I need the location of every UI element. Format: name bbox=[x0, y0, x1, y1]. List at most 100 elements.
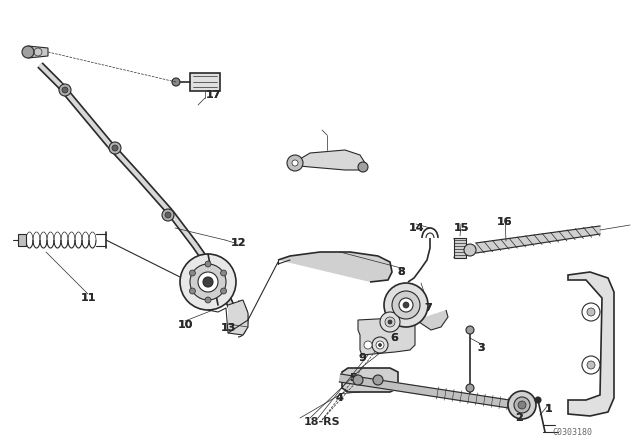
Circle shape bbox=[372, 337, 388, 353]
Polygon shape bbox=[38, 63, 62, 87]
Text: 15: 15 bbox=[453, 223, 468, 233]
Circle shape bbox=[205, 261, 211, 267]
Polygon shape bbox=[339, 374, 536, 412]
Circle shape bbox=[358, 162, 368, 172]
Polygon shape bbox=[454, 238, 466, 258]
Text: 7: 7 bbox=[424, 303, 432, 313]
Text: 4: 4 bbox=[335, 393, 343, 403]
Polygon shape bbox=[28, 46, 48, 58]
Polygon shape bbox=[83, 113, 112, 147]
Polygon shape bbox=[193, 243, 220, 280]
Text: 10: 10 bbox=[177, 320, 193, 330]
Circle shape bbox=[205, 297, 211, 303]
Text: 5: 5 bbox=[349, 373, 357, 383]
Text: 17: 17 bbox=[205, 90, 221, 100]
Polygon shape bbox=[416, 310, 448, 330]
Circle shape bbox=[189, 288, 195, 294]
Text: 15: 15 bbox=[453, 223, 468, 233]
Text: 10: 10 bbox=[177, 320, 193, 330]
Circle shape bbox=[109, 142, 121, 154]
Circle shape bbox=[376, 341, 384, 349]
Circle shape bbox=[221, 288, 227, 294]
Circle shape bbox=[221, 270, 227, 276]
Circle shape bbox=[535, 397, 541, 403]
Circle shape bbox=[190, 264, 226, 300]
Circle shape bbox=[198, 272, 218, 292]
Text: 1: 1 bbox=[545, 404, 553, 414]
Text: 13: 13 bbox=[220, 323, 236, 333]
Polygon shape bbox=[58, 83, 87, 117]
Circle shape bbox=[388, 320, 392, 324]
Circle shape bbox=[403, 302, 409, 308]
Text: 2: 2 bbox=[515, 413, 523, 423]
Polygon shape bbox=[290, 150, 365, 170]
Text: 6: 6 bbox=[390, 333, 398, 343]
Circle shape bbox=[385, 317, 395, 327]
Circle shape bbox=[514, 397, 530, 413]
Polygon shape bbox=[358, 318, 415, 355]
Text: 8: 8 bbox=[397, 267, 405, 277]
Circle shape bbox=[378, 344, 381, 346]
Text: 18-RS: 18-RS bbox=[304, 417, 340, 427]
Text: 8: 8 bbox=[397, 267, 405, 277]
Circle shape bbox=[189, 270, 195, 276]
Circle shape bbox=[203, 277, 213, 287]
Text: 16: 16 bbox=[497, 217, 513, 227]
Circle shape bbox=[165, 212, 171, 218]
Circle shape bbox=[464, 244, 476, 256]
Text: 5: 5 bbox=[349, 373, 357, 383]
Circle shape bbox=[112, 145, 118, 151]
Circle shape bbox=[384, 283, 428, 327]
Circle shape bbox=[399, 298, 413, 312]
Polygon shape bbox=[228, 300, 248, 335]
Circle shape bbox=[292, 160, 298, 166]
Circle shape bbox=[180, 254, 236, 310]
Text: 14: 14 bbox=[408, 223, 424, 233]
Circle shape bbox=[508, 391, 536, 419]
Circle shape bbox=[582, 303, 600, 321]
Text: 1: 1 bbox=[545, 404, 553, 414]
Polygon shape bbox=[342, 368, 398, 392]
Text: 11: 11 bbox=[80, 293, 96, 303]
Polygon shape bbox=[278, 252, 392, 282]
Text: 3: 3 bbox=[477, 343, 485, 353]
Circle shape bbox=[172, 78, 180, 86]
Polygon shape bbox=[476, 226, 600, 253]
Circle shape bbox=[392, 291, 420, 319]
Polygon shape bbox=[568, 272, 614, 416]
Circle shape bbox=[466, 326, 474, 334]
Text: C0303180: C0303180 bbox=[552, 427, 592, 436]
Text: 9: 9 bbox=[358, 353, 366, 363]
Text: 12: 12 bbox=[230, 238, 246, 248]
Circle shape bbox=[373, 375, 383, 385]
Polygon shape bbox=[215, 277, 235, 309]
Circle shape bbox=[587, 308, 595, 316]
Polygon shape bbox=[190, 73, 220, 91]
Text: 6: 6 bbox=[390, 333, 398, 343]
Circle shape bbox=[353, 375, 363, 385]
Circle shape bbox=[162, 209, 174, 221]
Text: 13: 13 bbox=[220, 323, 236, 333]
Circle shape bbox=[466, 384, 474, 392]
Circle shape bbox=[587, 361, 595, 369]
Text: 11: 11 bbox=[80, 293, 96, 303]
Circle shape bbox=[59, 84, 71, 96]
Circle shape bbox=[364, 341, 372, 349]
Circle shape bbox=[287, 155, 303, 171]
Text: 2: 2 bbox=[515, 413, 523, 423]
Text: 3: 3 bbox=[477, 343, 485, 353]
Text: 7: 7 bbox=[424, 303, 432, 313]
Text: 12: 12 bbox=[230, 238, 246, 248]
Text: 4: 4 bbox=[335, 393, 343, 403]
Circle shape bbox=[582, 356, 600, 374]
Polygon shape bbox=[108, 143, 142, 180]
Text: 9: 9 bbox=[358, 353, 366, 363]
Circle shape bbox=[62, 87, 68, 93]
Text: 14: 14 bbox=[408, 223, 424, 233]
Polygon shape bbox=[168, 210, 197, 247]
Circle shape bbox=[380, 312, 400, 332]
Polygon shape bbox=[138, 176, 172, 214]
Circle shape bbox=[518, 401, 526, 409]
Polygon shape bbox=[18, 234, 26, 246]
Text: 17: 17 bbox=[205, 90, 221, 100]
